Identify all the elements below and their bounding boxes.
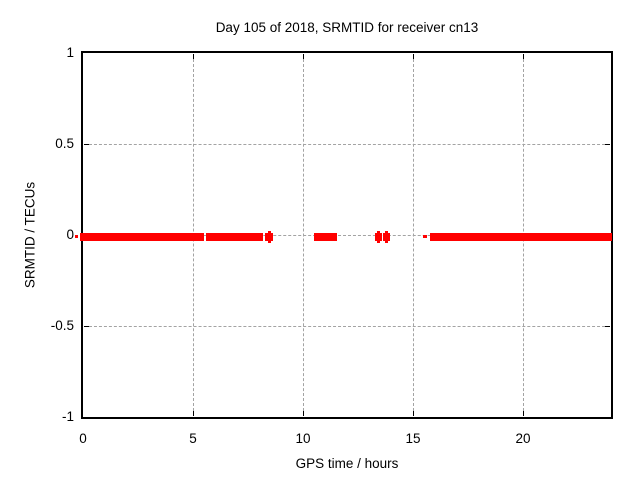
- x-axis-tick-mirror: [523, 54, 524, 59]
- x-axis-label: GPS time / hours: [295, 456, 399, 471]
- x-axis-tick: [193, 411, 194, 416]
- y-gridline: [84, 326, 610, 327]
- y-tick-label: -1: [61, 409, 74, 424]
- data-point-spike: [376, 230, 380, 243]
- x-tick-label: 10: [295, 431, 311, 446]
- y-axis-tick-mirror: [605, 144, 610, 145]
- x-tick-label: 5: [189, 431, 197, 446]
- data-segment: [206, 232, 264, 241]
- y-tick-label: -0.5: [50, 318, 74, 333]
- x-axis-tick-mirror: [303, 54, 304, 59]
- x-tick-label: 20: [515, 431, 531, 446]
- y-tick-label: 1: [66, 45, 74, 60]
- data-segment: [429, 232, 613, 241]
- y-tick-label: 0.5: [55, 136, 74, 151]
- y-axis-tick-mirror: [605, 326, 610, 327]
- data-point-spike: [267, 230, 271, 243]
- y-tick-label: 0: [66, 227, 74, 242]
- data-segment: [80, 232, 204, 241]
- x-tick-label: 0: [79, 431, 87, 446]
- y-gridline: [84, 235, 610, 236]
- x-axis-tick: [413, 411, 414, 416]
- y-axis-tick: [84, 144, 89, 145]
- chart-title: Day 105 of 2018, SRMTID for receiver cn1…: [215, 20, 479, 35]
- x-axis-tick-mirror: [193, 54, 194, 59]
- data-segment: [314, 232, 337, 241]
- y-axis-tick: [84, 326, 89, 327]
- x-axis-tick: [303, 411, 304, 416]
- x-axis-tick: [523, 411, 524, 416]
- data-point-spike: [384, 230, 388, 243]
- x-tick-label: 15: [405, 431, 421, 446]
- y-gridline: [84, 144, 610, 145]
- data-dash: [422, 235, 427, 238]
- x-axis-tick-mirror: [413, 54, 414, 59]
- data-dash: [74, 235, 79, 238]
